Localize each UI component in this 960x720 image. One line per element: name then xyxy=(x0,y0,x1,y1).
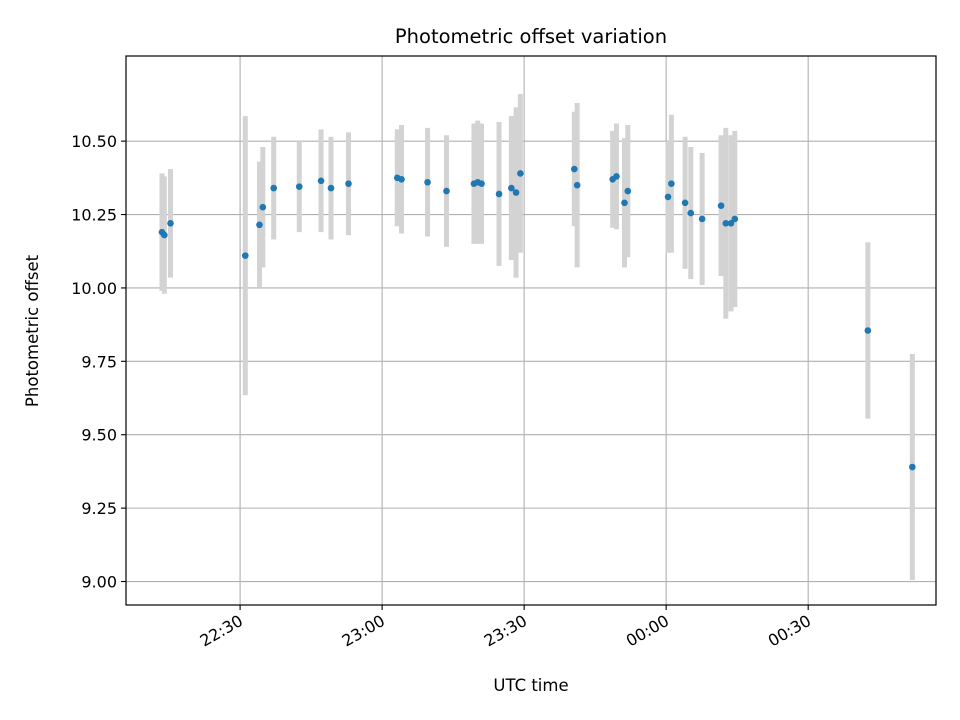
y-tick-label: 9.25 xyxy=(81,499,117,518)
data-point xyxy=(256,221,263,229)
data-point xyxy=(613,173,620,180)
data-point xyxy=(727,220,735,227)
y-axis-ticks: 9.00 9.25 9.50 9.75 10.00 10.25 10.50 xyxy=(71,132,126,592)
data-point xyxy=(909,463,916,471)
data-point xyxy=(698,215,706,223)
data-point xyxy=(478,180,485,188)
data-point xyxy=(731,215,739,223)
data-point xyxy=(317,177,325,185)
data-point xyxy=(517,170,524,177)
data-point xyxy=(443,187,450,195)
data-point xyxy=(241,252,249,259)
data-point xyxy=(424,178,431,186)
data-point xyxy=(571,165,578,173)
chart-title: Photometric offset variation xyxy=(395,25,667,48)
x-axis-label: UTC time xyxy=(493,676,568,695)
plot-frame xyxy=(125,55,937,606)
data-point xyxy=(512,189,520,196)
y-axis-label: Photometric offset xyxy=(23,254,42,407)
data-point xyxy=(687,209,695,217)
data-point xyxy=(345,180,352,188)
data-point xyxy=(864,327,872,334)
data-point xyxy=(495,190,503,198)
data-point xyxy=(167,220,174,227)
y-tick-label: 10.00 xyxy=(71,279,117,298)
y-tick-label: 10.25 xyxy=(71,206,117,225)
y-tick-label: 9.50 xyxy=(81,426,117,445)
data-point xyxy=(624,187,632,195)
data-point xyxy=(295,183,303,190)
data-point xyxy=(508,184,515,192)
data-point xyxy=(668,180,675,188)
data-point xyxy=(664,193,672,201)
y-tick-label: 9.00 xyxy=(81,573,117,592)
data-point xyxy=(621,199,628,207)
data-point xyxy=(722,220,730,227)
data-point xyxy=(270,184,278,192)
y-tick-label: 9.75 xyxy=(81,352,117,371)
data-points xyxy=(158,165,916,471)
data-point xyxy=(161,231,168,239)
data-point xyxy=(717,202,725,210)
data-point xyxy=(259,203,267,211)
data-point xyxy=(327,184,335,192)
data-point xyxy=(573,181,581,189)
data-point xyxy=(398,176,405,183)
data-point xyxy=(681,199,689,207)
y-tick-label: 10.50 xyxy=(71,132,117,151)
